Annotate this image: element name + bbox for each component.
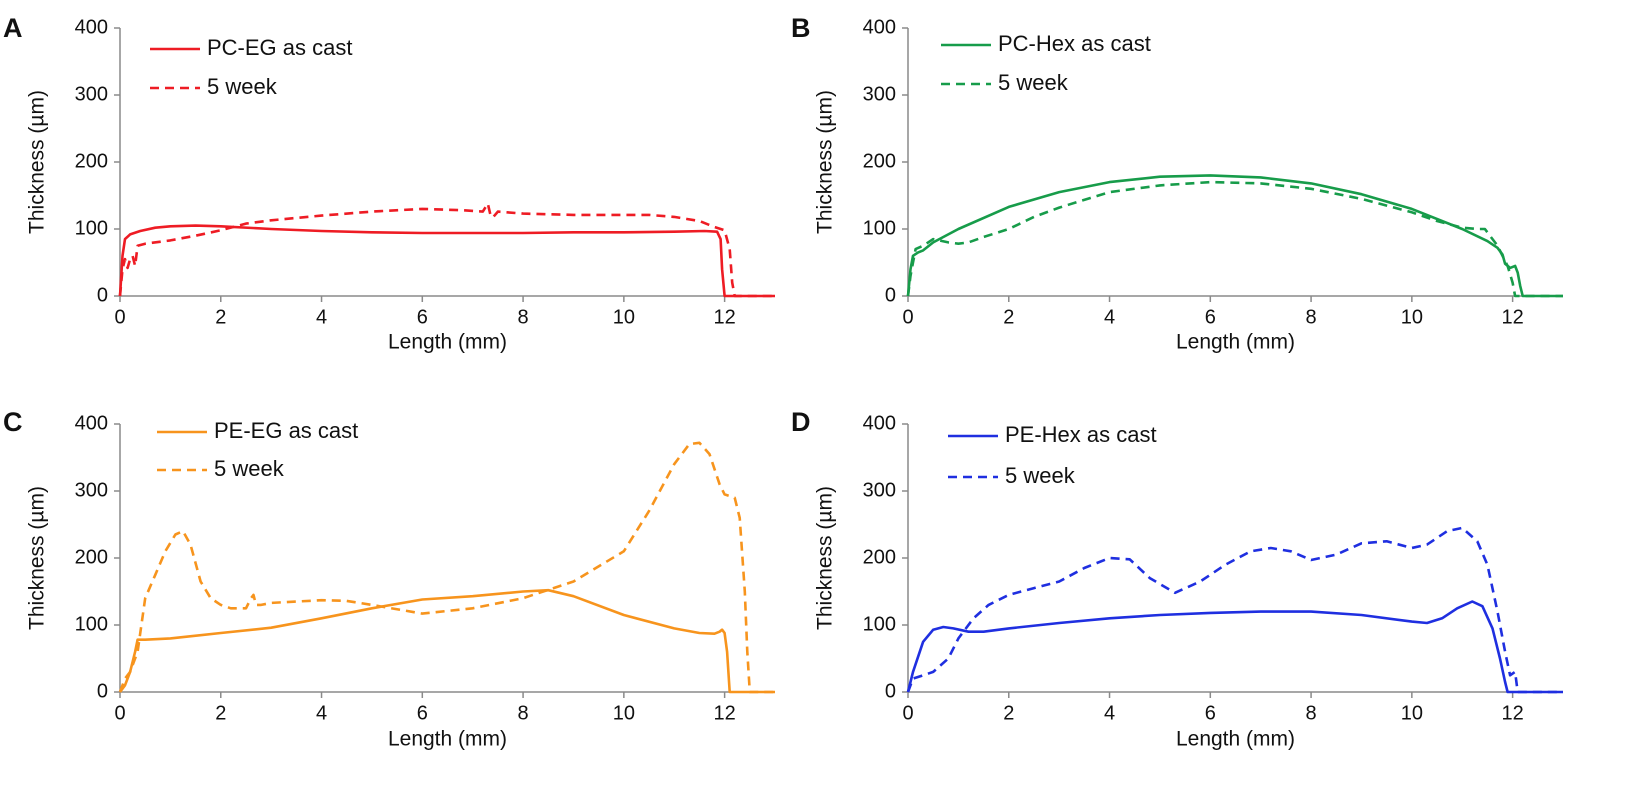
y-tick-label: 300 [863, 83, 896, 105]
x-tick-label: 8 [1306, 306, 1317, 328]
x-tick-label: 0 [114, 702, 125, 724]
x-tick-label: 0 [902, 702, 913, 724]
x-tick-label: 12 [1501, 306, 1523, 328]
x-axis-title: Length (mm) [388, 331, 507, 354]
y-axis-title: Thickness (µm) [26, 486, 49, 630]
y-tick-label: 100 [863, 613, 896, 635]
y-axis-title: Thickness (µm) [814, 486, 837, 630]
y-tick-label: 400 [75, 412, 108, 434]
x-tick-label: 6 [1205, 306, 1216, 328]
chart-panel-d: D 0 100 200 300 400 0 2 4 6 8 10 12 Length (mm) Thickn… [791, 407, 1563, 751]
x-tick-label: 12 [1501, 702, 1523, 724]
series-line-as-cast [118, 224, 775, 298]
x-tick-label: 12 [713, 306, 735, 328]
chart-panel-c: C 0 100 200 300 400 0 2 4 6 8 10 12 Length (mm) Thickn… [3, 407, 775, 751]
y-tick-label: 100 [75, 217, 108, 239]
y-tick-label: 300 [863, 479, 896, 501]
x-tick-label: 10 [613, 306, 635, 328]
legend-label: 5 week [1005, 463, 1076, 488]
x-axis-title: Length (mm) [1176, 331, 1295, 354]
y-tick-label: 400 [863, 412, 896, 434]
x-tick-label: 10 [613, 702, 635, 724]
y-axis-title: Thickness (µm) [814, 90, 837, 234]
y-tick-label: 0 [97, 284, 108, 306]
panel-letter: B [791, 13, 811, 43]
series-line-as-cast [118, 588, 775, 694]
y-tick-label: 300 [75, 479, 108, 501]
series-line-five-week [906, 180, 1563, 298]
series-line-five-week [118, 202, 775, 298]
y-tick-label: 200 [863, 150, 896, 172]
series-line-five-week [906, 526, 1563, 694]
x-tick-label: 2 [1003, 702, 1014, 724]
x-tick-label: 10 [1401, 702, 1423, 724]
y-tick-label: 0 [885, 284, 896, 306]
x-tick-label: 2 [215, 702, 226, 724]
chart-panel-b: B 0 100 200 300 400 0 2 4 6 8 10 12 Length (mm) Thickn… [791, 13, 1563, 354]
y-tick-label: 300 [75, 83, 108, 105]
legend-label: PC-Hex as cast [998, 31, 1151, 56]
legend-label: PE-Hex as cast [1005, 422, 1157, 447]
y-axis-title: Thickness (µm) [26, 90, 49, 234]
y-tick-label: 0 [885, 680, 896, 702]
x-tick-label: 12 [713, 702, 735, 724]
legend-label: 5 week [998, 70, 1069, 95]
x-tick-label: 4 [1104, 306, 1115, 328]
y-tick-label: 200 [75, 150, 108, 172]
y-tick-label: 400 [863, 16, 896, 38]
legend-label: 5 week [214, 456, 285, 481]
y-tick-label: 0 [97, 680, 108, 702]
x-tick-label: 6 [417, 702, 428, 724]
y-tick-label: 400 [75, 16, 108, 38]
y-tick-label: 100 [863, 217, 896, 239]
x-tick-label: 2 [1003, 306, 1014, 328]
x-tick-label: 4 [316, 306, 327, 328]
x-tick-label: 0 [902, 306, 913, 328]
x-tick-label: 8 [518, 702, 529, 724]
x-axis-title: Length (mm) [1176, 728, 1295, 751]
x-tick-label: 8 [1306, 702, 1317, 724]
y-tick-label: 200 [863, 546, 896, 568]
x-tick-label: 6 [1205, 702, 1216, 724]
y-tick-label: 200 [75, 546, 108, 568]
x-tick-label: 0 [114, 306, 125, 328]
panel-letter: D [791, 407, 811, 437]
x-tick-label: 4 [316, 702, 327, 724]
x-axis-title: Length (mm) [388, 728, 507, 751]
legend-label: PE-EG as cast [214, 418, 358, 443]
panel-letter: A [3, 13, 23, 43]
chart-panel-a: A 0 100 200 300 400 0 2 4 6 8 10 12 Length (mm) Thickn… [3, 13, 775, 354]
x-tick-label: 8 [518, 306, 529, 328]
series-line-as-cast [906, 174, 1563, 298]
x-tick-label: 6 [417, 306, 428, 328]
series-line-five-week [118, 441, 775, 694]
panel-letter: C [3, 407, 23, 437]
series-line-as-cast [906, 600, 1563, 694]
x-tick-label: 10 [1401, 306, 1423, 328]
legend-label: 5 week [207, 74, 278, 99]
y-tick-label: 100 [75, 613, 108, 635]
legend-label: PC-EG as cast [207, 35, 352, 60]
x-tick-label: 2 [215, 306, 226, 328]
x-tick-label: 4 [1104, 702, 1115, 724]
